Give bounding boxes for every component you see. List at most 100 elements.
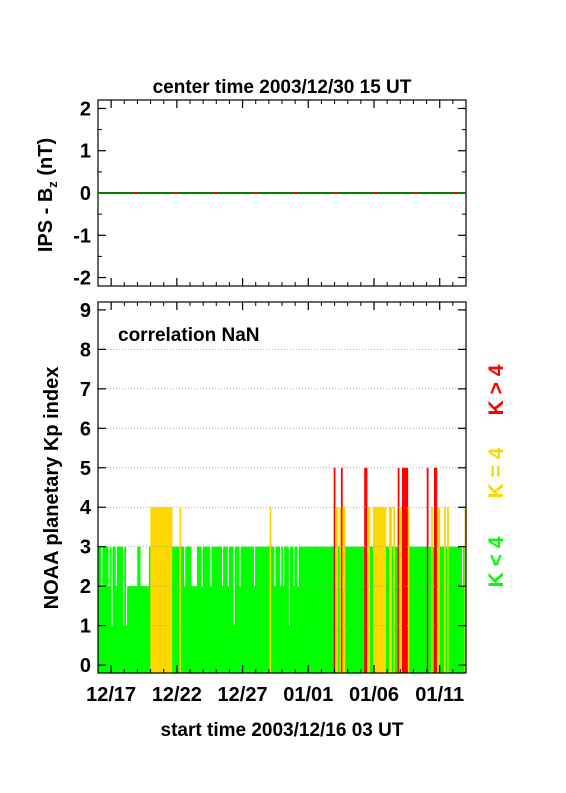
kp-bar [196, 546, 199, 673]
kp-bar [338, 546, 340, 673]
kp-bar [397, 467, 400, 673]
kp-bar [132, 586, 135, 673]
kp-bar [429, 546, 432, 673]
kp-bar [256, 546, 259, 673]
top-y-axis-label-main: IPS - B [35, 188, 57, 252]
kp-bar [170, 507, 173, 673]
kp-bar [151, 507, 154, 673]
kp-bar [390, 507, 393, 673]
kp-bar [323, 546, 326, 673]
kp-bar [234, 546, 237, 673]
kp-bar [221, 586, 224, 673]
kp-bar [282, 586, 285, 673]
kp-bar [359, 546, 362, 673]
kp-bar [223, 546, 225, 673]
kp-bar [378, 507, 381, 673]
kp-bar [451, 546, 454, 673]
kp-bar [335, 507, 337, 673]
kp-bar [297, 586, 300, 673]
kp-bar [426, 467, 429, 673]
kp-bar [253, 586, 256, 673]
kp-bar [371, 546, 374, 673]
kp-y-tick-label: 8 [80, 339, 91, 361]
kp-bar [111, 625, 113, 673]
kp-bar [272, 546, 275, 673]
top-panel-title: center time 2003/12/30 15 UT [153, 77, 412, 98]
kp-bar [447, 507, 449, 673]
kp-bar [102, 546, 105, 673]
kp-bar [109, 546, 112, 673]
kp-bar [311, 546, 314, 673]
kp-bar [247, 546, 250, 673]
kp-bar [428, 546, 430, 673]
kp-bar [271, 546, 273, 673]
kp-bar [137, 546, 140, 673]
kp-bar [242, 546, 244, 673]
x-tick-label: 12/27 [218, 684, 268, 706]
kp-bar [99, 546, 102, 673]
kp-bar [214, 546, 217, 673]
ips-y-tick-label: 1 [80, 141, 91, 163]
legend-k-less-4: K < 4 [485, 536, 508, 587]
kp-bar [458, 546, 461, 673]
kp-bar [419, 546, 422, 673]
kp-bar [195, 586, 198, 673]
kp-bar [265, 546, 268, 673]
top-y-axis-label-sub: z [45, 181, 60, 188]
kp-bar [191, 586, 193, 673]
kp-bar [351, 546, 353, 673]
kp-bar [452, 546, 455, 673]
x-tick-label: 12/17 [86, 684, 136, 706]
kp-bar [227, 586, 230, 673]
kp-bar [134, 586, 137, 673]
kp-bar [423, 546, 426, 673]
kp-y-tick-label: 9 [80, 300, 91, 322]
kp-bar [130, 586, 132, 673]
kp-bar [259, 546, 262, 673]
kp-bar [108, 586, 110, 673]
kp-bar [420, 546, 423, 673]
legend-k-greater-4: K > 4 [485, 364, 508, 415]
kp-bar [160, 507, 163, 673]
kp-bar [348, 546, 350, 673]
kp-bar [175, 546, 177, 673]
kp-y-tick-label: 0 [80, 655, 91, 677]
kp-bar [269, 507, 272, 673]
kp-bar [263, 546, 266, 673]
kp-bar [124, 546, 126, 673]
kp-bar [349, 546, 352, 673]
kp-bar [441, 546, 444, 673]
kp-bar [425, 546, 428, 673]
kp-bar [186, 546, 189, 673]
kp-y-tick-label: 4 [80, 497, 92, 519]
kp-bar [396, 546, 398, 673]
kp-bar [292, 586, 295, 673]
kp-bar [116, 546, 119, 673]
kp-bar [333, 467, 336, 673]
kp-bar [201, 586, 204, 673]
kp-bar [294, 546, 297, 673]
kp-bar [182, 546, 185, 673]
x-tick-label: 01/01 [283, 684, 333, 706]
top-y-axis-label-unit: (nT) [35, 138, 57, 181]
kp-bar [122, 625, 125, 673]
kp-bar [308, 546, 311, 673]
kp-bar [188, 546, 190, 673]
kp-bar [114, 546, 116, 673]
kp-bar [204, 546, 206, 673]
kp-bar [121, 546, 124, 673]
x-tick-label: 01/06 [349, 684, 399, 706]
kp-bar [372, 507, 375, 673]
kp-bar [250, 546, 253, 673]
kp-bar [119, 546, 122, 673]
kp-bar [210, 586, 212, 673]
kp-y-tick-label: 1 [80, 616, 91, 638]
kp-bar [362, 546, 365, 673]
kp-bar [224, 546, 227, 673]
kp-bar [233, 625, 236, 673]
kp-bar [327, 546, 330, 673]
kp-bar [332, 546, 334, 673]
kp-bar [455, 546, 458, 673]
kp-bar [310, 546, 313, 673]
kp-bar [336, 507, 339, 673]
